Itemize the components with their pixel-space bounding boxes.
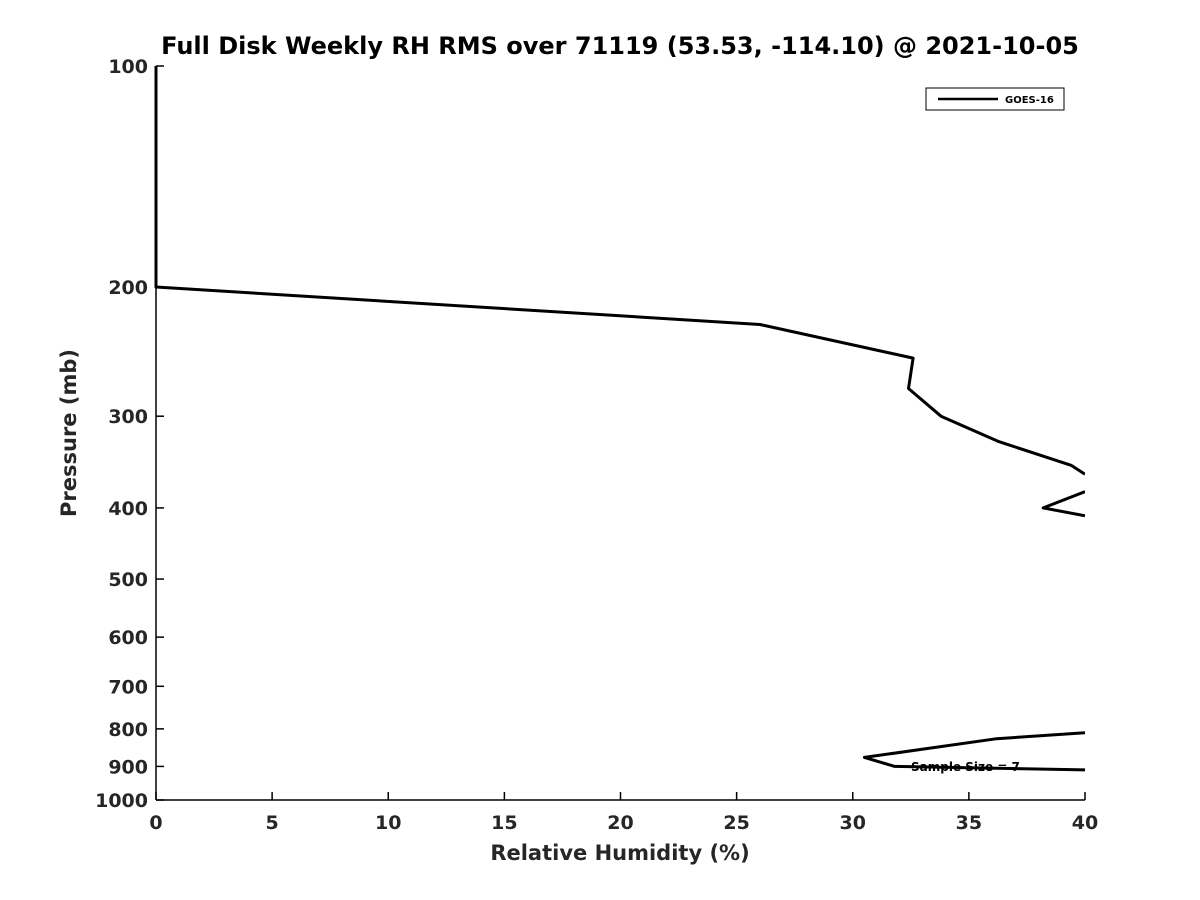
x-tick-label: 0 xyxy=(149,812,162,834)
y-tick-label: 100 xyxy=(108,56,148,78)
x-tick-label: 35 xyxy=(956,812,982,834)
legend: GOES-16 xyxy=(925,87,1065,111)
y-tick-label: 800 xyxy=(108,719,148,741)
series-line-segment-3 xyxy=(862,731,1085,772)
y-tick-label: 900 xyxy=(108,756,148,778)
x-tick-label: 5 xyxy=(266,812,279,834)
y-tick-label: 600 xyxy=(108,627,148,649)
y-tick-label: 1000 xyxy=(95,790,148,812)
y-tick-label: 400 xyxy=(108,498,148,520)
x-tick-label: 30 xyxy=(840,812,866,834)
x-tick-label: 25 xyxy=(723,812,749,834)
y-tick-label: 700 xyxy=(108,676,148,698)
series-line-segment-2 xyxy=(1041,490,1085,518)
series-layer xyxy=(154,66,1085,772)
x-tick-label: 15 xyxy=(491,812,517,834)
y-tick-label: 300 xyxy=(108,406,148,428)
series-line-segment-1 xyxy=(154,66,1085,476)
x-axis-label: Relative Humidity (%) xyxy=(490,841,749,865)
legend-label-goes-16: GOES-16 xyxy=(1005,95,1054,106)
x-tick-label: 20 xyxy=(607,812,633,834)
sample-size-annotation: Sample Size = 7 xyxy=(911,760,1020,774)
y-axis-label: Pressure (mb) xyxy=(57,349,81,517)
x-tick-label: 10 xyxy=(375,812,401,834)
x-tick-label: 40 xyxy=(1072,812,1098,834)
chart-title: Full Disk Weekly RH RMS over 71119 (53.5… xyxy=(161,32,1079,60)
axes-layer: 0 5 10 15 20 25 30 35 40 100 200 300 400 500 600 700 800… xyxy=(95,56,1098,834)
y-tick-label: 500 xyxy=(108,569,148,591)
y-tick-label: 200 xyxy=(108,277,148,299)
